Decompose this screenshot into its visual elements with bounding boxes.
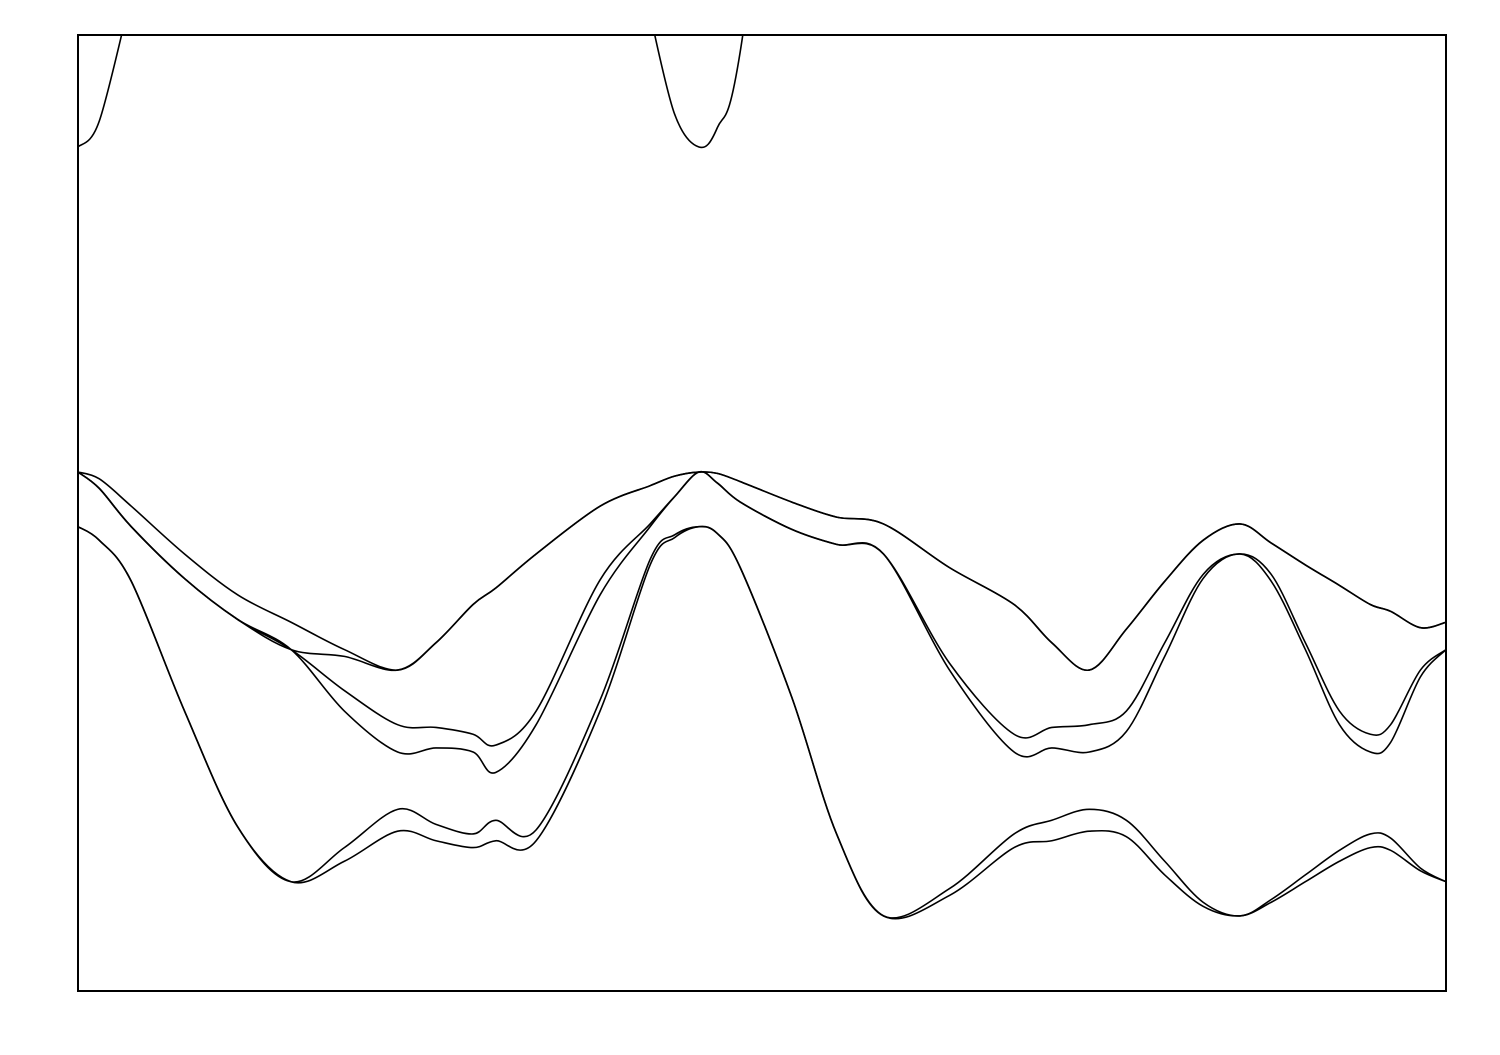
band-line	[78, 525, 1446, 920]
band-line	[78, 471, 1446, 671]
band-line	[78, 471, 1446, 672]
plot-frame	[77, 34, 1447, 992]
band-line	[78, 470, 1446, 774]
band-line	[78, 525, 1446, 919]
band-line	[653, 35, 744, 149]
band-line	[78, 470, 1446, 747]
band-line	[78, 35, 123, 148]
